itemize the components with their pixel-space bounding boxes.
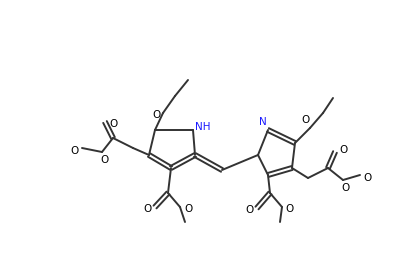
Text: O: O [143, 204, 151, 214]
Text: O: O [152, 110, 160, 120]
Text: O: O [341, 183, 349, 193]
Text: O: O [184, 204, 192, 214]
Text: O: O [109, 119, 117, 129]
Text: O: O [245, 205, 253, 215]
Text: N: N [259, 117, 267, 127]
Text: O: O [286, 204, 294, 214]
Text: O: O [302, 115, 310, 125]
Text: O: O [339, 145, 347, 155]
Text: O: O [100, 155, 108, 165]
Text: NH: NH [195, 122, 211, 132]
Text: O: O [70, 146, 78, 156]
Text: O: O [363, 173, 371, 183]
